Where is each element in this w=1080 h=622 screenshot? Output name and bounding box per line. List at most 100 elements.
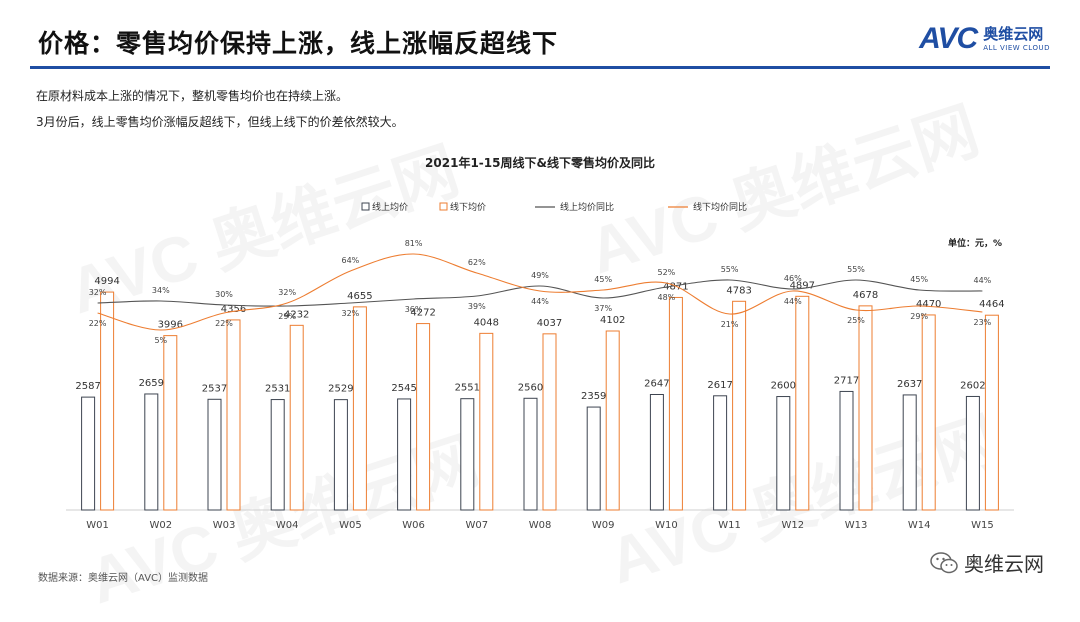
x-tick-label: W04 <box>276 520 299 531</box>
bar-label-offline: 4037 <box>537 318 562 329</box>
line-label-online: 32% <box>89 288 107 297</box>
bar-label-online: 2545 <box>391 383 416 394</box>
bar-label-online: 2560 <box>518 382 543 393</box>
legend-label: 线下均价同比 <box>693 201 747 213</box>
line-label-online: 48% <box>658 293 676 302</box>
logo-mark: AVC <box>919 22 978 55</box>
x-tick-label: W06 <box>402 520 425 531</box>
description-line-1: 在原材料成本上涨的情况下，整机零售均价也在持续上涨。 <box>36 89 349 103</box>
line-label-online: 44% <box>974 276 992 285</box>
chart-unit-note: 单位：元，% <box>948 237 1002 249</box>
wechat-icon <box>930 551 958 573</box>
line-label-offline: 52% <box>658 268 676 277</box>
bar-offline <box>732 300 747 511</box>
bar-online <box>902 394 917 511</box>
bar-label-online: 2359 <box>581 391 606 402</box>
line-label-offline: 21% <box>721 320 739 329</box>
legend-swatch <box>361 202 370 211</box>
chart-title: 2021年1-15周线下&线下零售均价及同比 <box>425 155 655 170</box>
bar-offline <box>921 314 936 511</box>
bar-offline <box>668 296 683 511</box>
bar-label-offline: 4783 <box>726 285 751 296</box>
wechat-badge: 奥维云网 <box>930 548 1044 577</box>
line-label-offline: 22% <box>89 319 107 328</box>
line-label-online: 32% <box>342 309 360 318</box>
line-label-offline: 32% <box>278 288 296 297</box>
bar-offline <box>289 324 304 511</box>
bar-label-offline: 4048 <box>474 317 499 328</box>
bar-label-offline: 4897 <box>790 280 815 291</box>
legend-label: 线下均价 <box>450 201 486 213</box>
legend-label: 线上均价 <box>372 201 408 213</box>
bar-label-online: 2717 <box>834 375 859 386</box>
bar-offline <box>984 314 999 511</box>
x-tick-label: W01 <box>86 520 109 531</box>
line-online-yoy <box>97 279 983 307</box>
bar-offline <box>542 333 557 511</box>
x-tick-label: W11 <box>718 520 741 531</box>
bar-online <box>333 399 348 511</box>
bar-label-online: 2659 <box>139 378 164 389</box>
bar-online <box>397 398 412 511</box>
line-label-online: 34% <box>152 286 170 295</box>
line-label-online: 29% <box>278 312 296 321</box>
bar-label-offline: 4102 <box>600 315 625 326</box>
bar-label-offline: 4356 <box>221 304 246 315</box>
line-label-offline: 62% <box>468 258 486 267</box>
x-tick-label: W10 <box>655 520 678 531</box>
bar-label-offline: 4994 <box>94 276 119 287</box>
line-label-offline: 81% <box>405 239 423 248</box>
bar-label-offline: 4232 <box>284 309 309 320</box>
description-line-2: 3月份后，线上零售均价涨幅反超线下，但线上线下的价差依然较大。 <box>36 115 404 129</box>
bar-label-offline: 4470 <box>916 299 941 310</box>
x-tick-label: W13 <box>845 520 868 531</box>
bar-label-offline: 4871 <box>663 281 688 292</box>
bar-online <box>81 396 96 511</box>
wechat-label: 奥维云网 <box>964 552 1044 576</box>
logo-en: ALL VIEW CLOUD <box>983 43 1050 52</box>
x-tick-label: W08 <box>529 520 552 531</box>
bar-online <box>586 406 601 511</box>
line-label-online: 45% <box>910 275 928 284</box>
legend-swatch <box>439 202 448 211</box>
bar-label-online: 2602 <box>960 380 985 391</box>
bar-label-online: 2551 <box>455 383 480 394</box>
bar-offline <box>352 306 367 511</box>
x-tick-label: W12 <box>781 520 804 531</box>
x-tick-label: W07 <box>465 520 488 531</box>
bar-offline <box>858 305 873 511</box>
line-label-online: 37% <box>594 304 612 313</box>
line-label-offline: 64% <box>342 256 360 265</box>
bar-label-online: 2537 <box>202 383 227 394</box>
line-label-offline: 44% <box>784 297 802 306</box>
bar-online <box>144 393 159 511</box>
x-tick-label: W05 <box>339 520 362 531</box>
line-label-offline: 22% <box>215 319 233 328</box>
line-label-online: 30% <box>215 290 233 299</box>
bar-offline <box>479 332 494 511</box>
bar-online <box>523 397 538 511</box>
x-tick-label: W14 <box>908 520 931 531</box>
line-label-online: 55% <box>721 265 739 274</box>
line-label-online: 55% <box>847 265 865 274</box>
line-offline-yoy <box>97 253 983 331</box>
line-label-online: 49% <box>531 271 549 280</box>
bar-label-offline: 4678 <box>853 290 878 301</box>
bar-online <box>839 390 854 511</box>
line-label-online: 39% <box>468 302 486 311</box>
page-title: 价格：零售均价保持上涨，线上涨幅反超线下 <box>38 29 559 58</box>
x-tick-label: W02 <box>149 520 172 531</box>
bar-online <box>207 398 222 511</box>
line-label-online: 36% <box>405 305 423 314</box>
bar-offline <box>163 335 178 511</box>
bar-offline <box>416 323 431 511</box>
logo-text: 奥维云网 ALL VIEW CLOUD <box>983 26 1050 52</box>
legend-label: 线上均价同比 <box>560 201 614 213</box>
bar-online <box>965 395 980 511</box>
bar-online <box>460 398 475 511</box>
brand-logo: AVC 奥维云网 ALL VIEW CLOUD <box>919 22 1050 56</box>
line-label-offline: 29% <box>910 312 928 321</box>
header-divider <box>30 66 1050 69</box>
bar-label-online: 2637 <box>897 379 922 390</box>
